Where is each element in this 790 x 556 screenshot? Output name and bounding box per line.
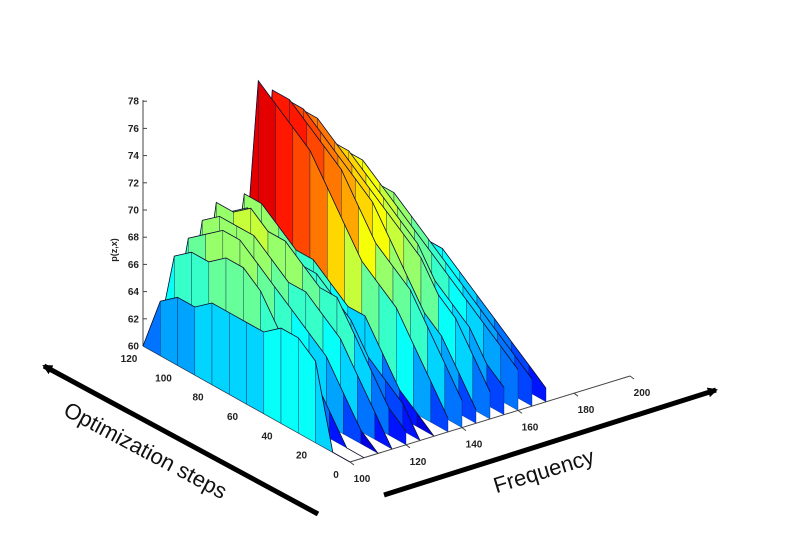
y-tick-label: 60 [227,412,239,423]
surface-patch [194,302,213,386]
x-axis-ticks: 100 120 140 160 180 200 [349,375,651,485]
ridge-crest [212,207,421,441]
ridge-crest [282,107,491,392]
z-tick-label: 72 [128,178,140,189]
ridge-crest [184,215,393,450]
y-tick-label: 100 [155,373,172,384]
z-tick-label: 66 [128,260,140,271]
x-tick-label: 160 [522,422,539,433]
x-tick-label: 140 [466,440,483,451]
x-tick-mark [461,427,467,432]
ridge-crest [142,296,351,463]
y-tick-label: 0 [333,470,339,481]
z-tick-label: 74 [128,151,140,162]
z-axis-label: p(z,x) [109,238,119,262]
ridge-crest [156,251,365,459]
x-tick-mark [405,444,411,449]
z-tick-label: 78 [128,97,140,108]
surface-ridge [142,296,351,463]
x-tick-mark [517,409,523,414]
z-tick-label: 70 [128,206,140,217]
z-axis-ticks: 60 62 64 66 68 70 72 74 76 78 [128,97,147,353]
ridge-crest [170,229,379,454]
surface-patch [160,296,178,366]
z-tick-label: 62 [128,314,140,325]
x-tick-mark [349,461,355,466]
y-tick-label: 40 [261,431,273,442]
surface-patch [177,296,196,376]
z-tick-label: 68 [128,233,140,244]
ridge-crest [240,79,449,419]
surface-patch [263,327,282,424]
surface-plot [142,79,547,463]
y-tick-label: 120 [121,354,138,365]
y-axis-arrow [42,363,320,517]
x-tick-label: 100 [354,474,371,485]
surface-patch [211,302,230,395]
z-tick-label: 64 [128,287,140,298]
z-tick-label: 76 [128,124,140,135]
x-tick-label: 200 [634,388,651,399]
x-tick-mark [573,392,579,397]
ridge-crest [268,98,477,410]
x-axis-arrow [383,387,718,498]
y-tick-label: 80 [192,393,204,404]
x-tick-label: 180 [578,405,595,416]
surface-patch [142,301,161,357]
surface-patch [229,312,247,405]
x-tick-label: 120 [410,457,427,468]
ridge-crest [226,193,435,437]
y-axis-title: Optimization steps [60,397,232,504]
x-axis-title: Frequency [490,444,597,498]
surface-patch [246,321,265,415]
y-tick-label: 20 [296,451,308,462]
surface-patch [280,327,299,434]
ridge-crest [198,201,407,432]
ridge-crest [254,89,463,401]
z-tick-label: 60 [128,342,140,353]
y-axis-ticks: 0 20 40 60 80 100 120 [121,354,340,481]
x-tick-mark [629,375,635,380]
